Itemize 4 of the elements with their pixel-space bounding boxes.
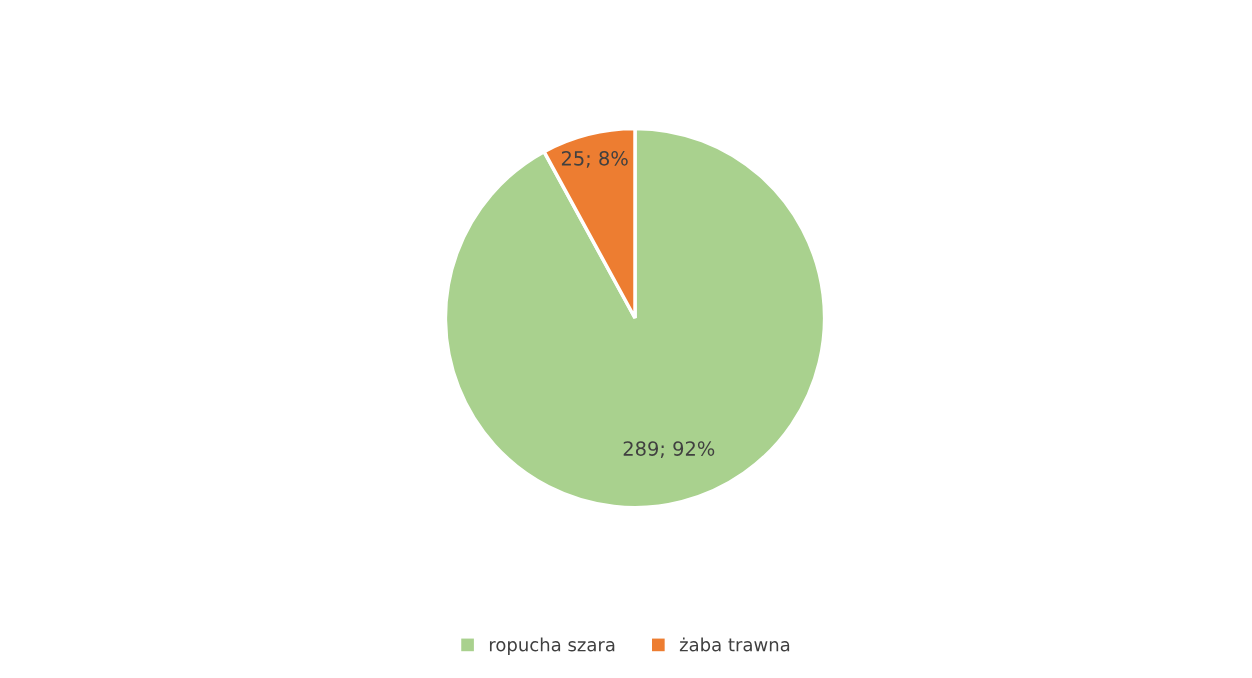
data-label: 289; 92% [623,441,715,458]
data-label: 25; 8% [561,150,628,168]
legend-label: żaba trawna [679,637,790,652]
legend-label: ropucha szara [489,637,615,655]
